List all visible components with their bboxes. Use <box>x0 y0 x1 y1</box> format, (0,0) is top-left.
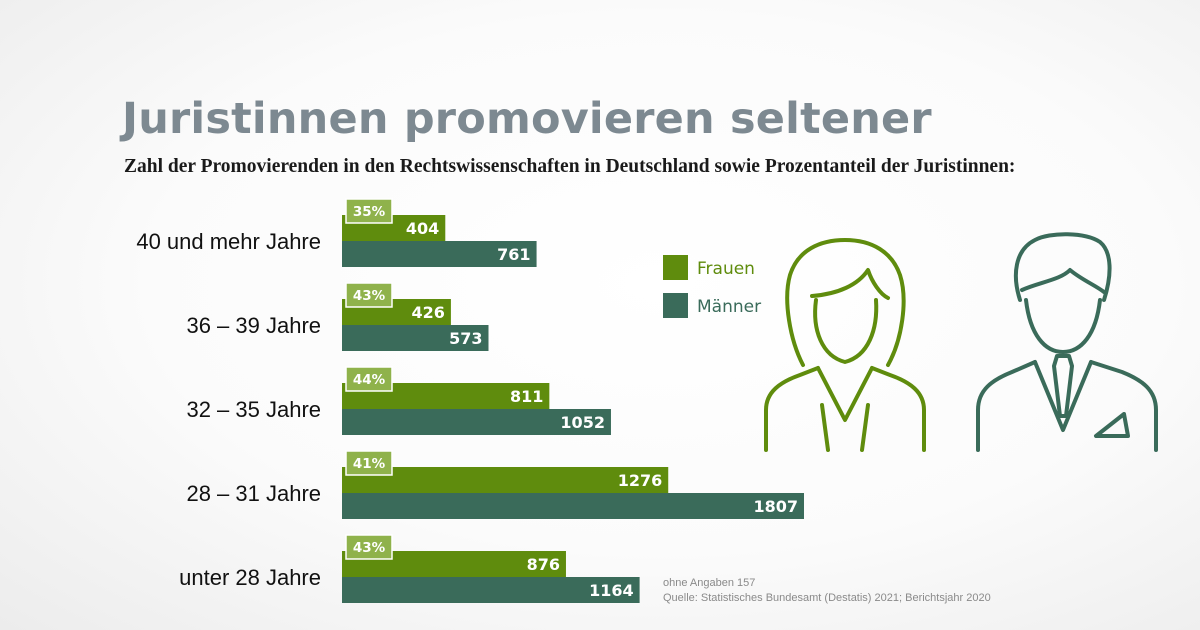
value-label-maenner: 573 <box>449 329 482 348</box>
percent-badge <box>345 282 393 308</box>
category-label: 28 – 31 Jahre <box>186 481 321 506</box>
category-label: 40 und mehr Jahre <box>136 229 321 254</box>
percent-badge <box>345 366 393 392</box>
percent-label: 44% <box>353 372 386 388</box>
value-label-frauen: 876 <box>527 555 560 574</box>
bar-frauen <box>342 467 669 493</box>
category-label: unter 28 Jahre <box>179 565 321 590</box>
bar-maenner <box>342 325 489 351</box>
percent-badge <box>345 534 393 560</box>
value-label-frauen: 404 <box>406 219 439 238</box>
bars-group: 40 und mehr Jahre 404 761 35% 36 – 39 Jahre 4… <box>136 198 804 603</box>
percent-label: 35% <box>353 204 386 220</box>
value-label-frauen: 426 <box>412 303 445 322</box>
percent-badge <box>345 198 393 224</box>
chart-title: Juristinnen promovieren seltener <box>122 94 932 144</box>
value-label-maenner: 1807 <box>753 497 798 516</box>
chart-subtitle: Zahl der Promovierenden in den Rechtswis… <box>124 156 1016 177</box>
value-label-maenner: 1164 <box>589 581 634 600</box>
woman-icon <box>764 238 926 452</box>
legend-label-maenner: Männer <box>697 297 761 317</box>
legend-swatch-frauen <box>663 255 688 280</box>
value-label-maenner: 1052 <box>560 413 605 432</box>
percent-badge <box>345 450 393 476</box>
note-source: Quelle: Statistisches Bundesamt (Destati… <box>663 592 991 604</box>
note-missing: ohne Angaben 157 <box>663 577 755 589</box>
bar-maenner <box>342 493 804 519</box>
bar-maenner <box>342 409 611 435</box>
category-label: 32 – 35 Jahre <box>186 397 321 422</box>
value-label-frauen: 1276 <box>618 471 663 490</box>
percent-label: 41% <box>353 456 386 472</box>
legend-swatch-maenner <box>663 293 688 318</box>
percent-label: 43% <box>353 540 386 556</box>
value-label-maenner: 761 <box>497 245 530 264</box>
bar-maenner <box>342 577 640 603</box>
percent-label: 43% <box>353 288 386 304</box>
man-icon <box>976 232 1158 452</box>
bar-maenner <box>342 241 537 267</box>
value-label-frauen: 811 <box>510 387 543 406</box>
legend-label-frauen: Frauen <box>697 259 755 279</box>
category-label: 36 – 39 Jahre <box>186 313 321 338</box>
legend: Frauen Männer <box>663 255 761 318</box>
